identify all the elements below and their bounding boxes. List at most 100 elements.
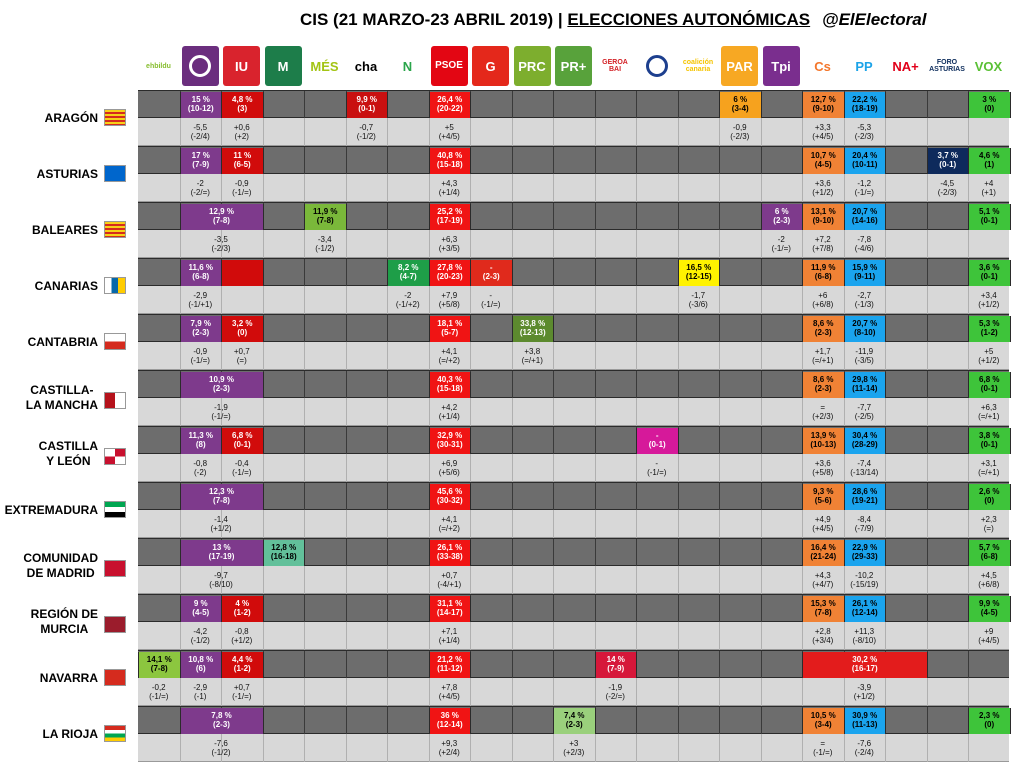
vote-change: +4,5 (980, 570, 997, 580)
vote-cell: 6 % (3-4) (719, 92, 762, 118)
vote-cell: 18,1 % (5-7) (428, 316, 471, 342)
column-divider (719, 286, 720, 314)
column-divider (221, 398, 222, 426)
vote-cell: 11,6 % (6-8) (179, 260, 222, 286)
change-cell: +3,4 (+1/2) (968, 286, 1010, 314)
iu-logo: IU (223, 46, 260, 86)
column-divider (968, 734, 969, 762)
seat-change: (+6/8) (978, 580, 1000, 589)
change-cell: - (-1/=) (470, 286, 512, 314)
pr-plus-logo: PR+ (555, 46, 592, 86)
change-cell: = (+2/3) (802, 398, 844, 426)
seat-change: (+2/4) (438, 748, 460, 757)
column-divider (553, 118, 554, 146)
vote-change: -7,7 (857, 402, 872, 412)
change-cell: +4,1 (=/+2) (429, 510, 471, 538)
extremadura-flag-icon (104, 501, 126, 518)
column-divider (511, 91, 513, 119)
vote-change: +4 (984, 178, 994, 188)
column-divider (345, 315, 347, 343)
column-divider (553, 622, 554, 650)
column-divider (926, 230, 928, 258)
seat-range: (21-24) (810, 552, 837, 561)
change-cell: +0,7 (-1/=) (221, 678, 263, 706)
region-name: ASTURIAS (36, 166, 98, 181)
vote-percentage: 40,8 % (437, 151, 463, 161)
change-cell: -2 (-2/=) (180, 174, 222, 202)
column-divider (719, 118, 720, 146)
seat-range: (4-5) (192, 608, 210, 617)
vote-percentage: 6 % (774, 207, 789, 217)
seat-range: (2-3) (192, 328, 210, 337)
column-divider (719, 174, 720, 202)
murcia-flag-icon (104, 616, 126, 633)
nueva-canarias-logo: N (389, 46, 426, 86)
seat-change: (=/+1) (521, 356, 543, 365)
column-divider (221, 286, 222, 314)
column-divider (511, 398, 513, 426)
column-divider (677, 342, 679, 370)
column-divider (387, 734, 388, 762)
vote-cell: 7,8 % (2-3) (179, 708, 264, 734)
column-divider (553, 371, 554, 399)
column-divider (428, 118, 430, 146)
column-divider (885, 454, 886, 482)
column-divider (677, 174, 679, 202)
vote-percentage: 8,6 % (813, 319, 834, 329)
tpi-logo: Tpi (762, 46, 800, 86)
column-divider (470, 174, 471, 202)
column-divider (511, 566, 513, 594)
vote-percentage: 20,4 % (852, 151, 878, 161)
column-divider (387, 539, 388, 567)
vote-percentage: 5,7 % (979, 543, 1000, 553)
vote-percentage: 9,3 % (813, 487, 834, 497)
podemos-circle-icon (189, 55, 211, 77)
vote-change: -5,3 (857, 122, 872, 132)
seat-range: (0-1) (980, 440, 998, 449)
vote-percentage: 7,4 % (564, 711, 585, 721)
column-divider (262, 398, 264, 426)
seat-range: (1-2) (980, 328, 998, 337)
seat-change: (-7/9) (854, 524, 874, 533)
vote-cell: 10,8 % (6) (179, 652, 222, 678)
seat-range: (7-9) (607, 664, 625, 673)
diff-row: -2,9 (-1/+1) -2 (-1/+2) +7,9 (+5/8) - (-1/=) -1,… (138, 286, 1009, 314)
seat-range: (6-8) (192, 272, 210, 281)
seat-range: (30-32) (436, 496, 463, 505)
vote-cell: 6,8 % (0-1) (221, 428, 264, 454)
column-divider (594, 427, 596, 455)
vote-cell: 3,8 % (0-1) (968, 428, 1011, 454)
vote-change: +7,2 (814, 234, 831, 244)
vote-percentage: 33,8 % (520, 319, 546, 329)
column-divider (719, 427, 720, 455)
change-cell: -2 (-1/+2) (387, 286, 429, 314)
column-divider (885, 398, 886, 426)
change-cell: -7,6 (-1/2) (180, 734, 263, 762)
column-divider (387, 174, 388, 202)
seat-range: (1) (984, 160, 995, 169)
vote-percentage: 16,5 % (686, 263, 712, 273)
column-divider (470, 734, 471, 762)
seat-range: (28-29) (851, 440, 878, 449)
column-divider (926, 678, 928, 706)
column-divider (387, 510, 388, 538)
seat-range: (0) (237, 328, 248, 337)
column-divider (179, 398, 181, 426)
column-divider (636, 595, 637, 623)
cha-logo: cha (347, 46, 385, 86)
column-divider (345, 118, 347, 146)
change-cell: -2,9 (-1/+1) (180, 286, 222, 314)
column-divider (677, 286, 679, 314)
seat-change: (-1/=) (854, 188, 874, 197)
region-label: EXTREMADURA (0, 482, 138, 538)
change-cell: +3 (+2/3) (553, 734, 595, 762)
column-divider (968, 622, 969, 650)
seat-range: (14-16) (851, 216, 878, 225)
column-divider (636, 678, 637, 706)
column-divider (719, 651, 720, 679)
change-cell: +5 (+1/2) (968, 342, 1010, 370)
ehbildu-logo: ehbildu (140, 46, 177, 86)
foro-asturias-logo: FORO ASTURIAS (928, 46, 966, 86)
column-divider (387, 566, 388, 594)
header: CIS (21 MARZO-23 ABRIL 2019) | ELECCIONE… (0, 0, 1024, 42)
